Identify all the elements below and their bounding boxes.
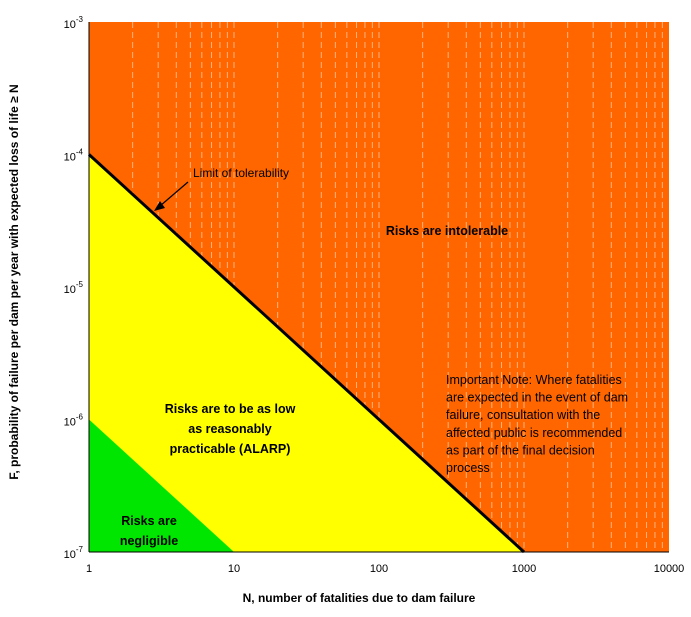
y-tick-base: 10 [64, 284, 76, 296]
important-note-line: Important Note: Where fatalities [446, 373, 622, 387]
x-tick-label: 100 [370, 563, 388, 575]
region-alarp-label-line: Risks are to be as low [165, 402, 296, 416]
important-note-line: process [446, 461, 490, 475]
y-tick-base: 10 [64, 417, 76, 429]
limit-of-tolerability-label: Limit of tolerability [193, 166, 289, 180]
y-tick-label: 10-6 [64, 413, 84, 429]
y-tick-exponent: -3 [76, 15, 84, 24]
x-tick-label: 1 [86, 563, 92, 575]
y-axis-label: F, probability of failure per dam per ye… [7, 84, 21, 479]
y-tick-base: 10 [64, 19, 76, 31]
important-note: Important Note: Where fatalities are expe… [446, 373, 628, 475]
x-tick-label: 10000 [654, 563, 685, 575]
region-alarp-label-line: practicable (ALARP) [170, 442, 291, 456]
y-tick-base: 10 [64, 549, 76, 561]
y-tick-label: 10-7 [64, 545, 84, 561]
region-negligible-label: Risks are negligible [120, 514, 178, 548]
annotation-arrow-head [154, 201, 165, 211]
annotation-arrow-shaft [159, 181, 189, 207]
region-alarp-label-line: as reasonably [188, 422, 271, 436]
region-intolerable-label: Risks are intolerable [386, 224, 508, 238]
y-tick-label: 10-5 [64, 280, 84, 296]
y-tick-exponent: -6 [76, 413, 84, 422]
important-note-line: as part of the final decision [446, 443, 595, 457]
y-tick-exponent: -7 [76, 545, 84, 554]
y-tick-label: 10-3 [64, 15, 84, 31]
region-negligible-label-line: Risks are [121, 514, 177, 528]
y-tick-base: 10 [64, 152, 76, 164]
x-axis-label: N, number of fatalities due to dam failu… [243, 591, 476, 605]
region-negligible [89, 419, 234, 552]
y-tick-label: 10-4 [64, 148, 84, 164]
important-note-line: affected public is recommended [446, 426, 622, 440]
limit-of-tolerability-line [87, 153, 526, 554]
region-negligible-label-line: negligible [120, 534, 178, 548]
x-tick-label: 1000 [512, 563, 536, 575]
y-tick-exponent: -4 [76, 148, 84, 157]
important-note-line: failure, consultation with the [446, 408, 600, 422]
important-note-line: are expected in the event of dam [446, 391, 628, 405]
x-tick-label: 10 [228, 563, 240, 575]
region-alarp-label: Risks are to be as low as reasonably pract… [165, 402, 296, 456]
y-tick-exponent: -5 [76, 280, 84, 289]
